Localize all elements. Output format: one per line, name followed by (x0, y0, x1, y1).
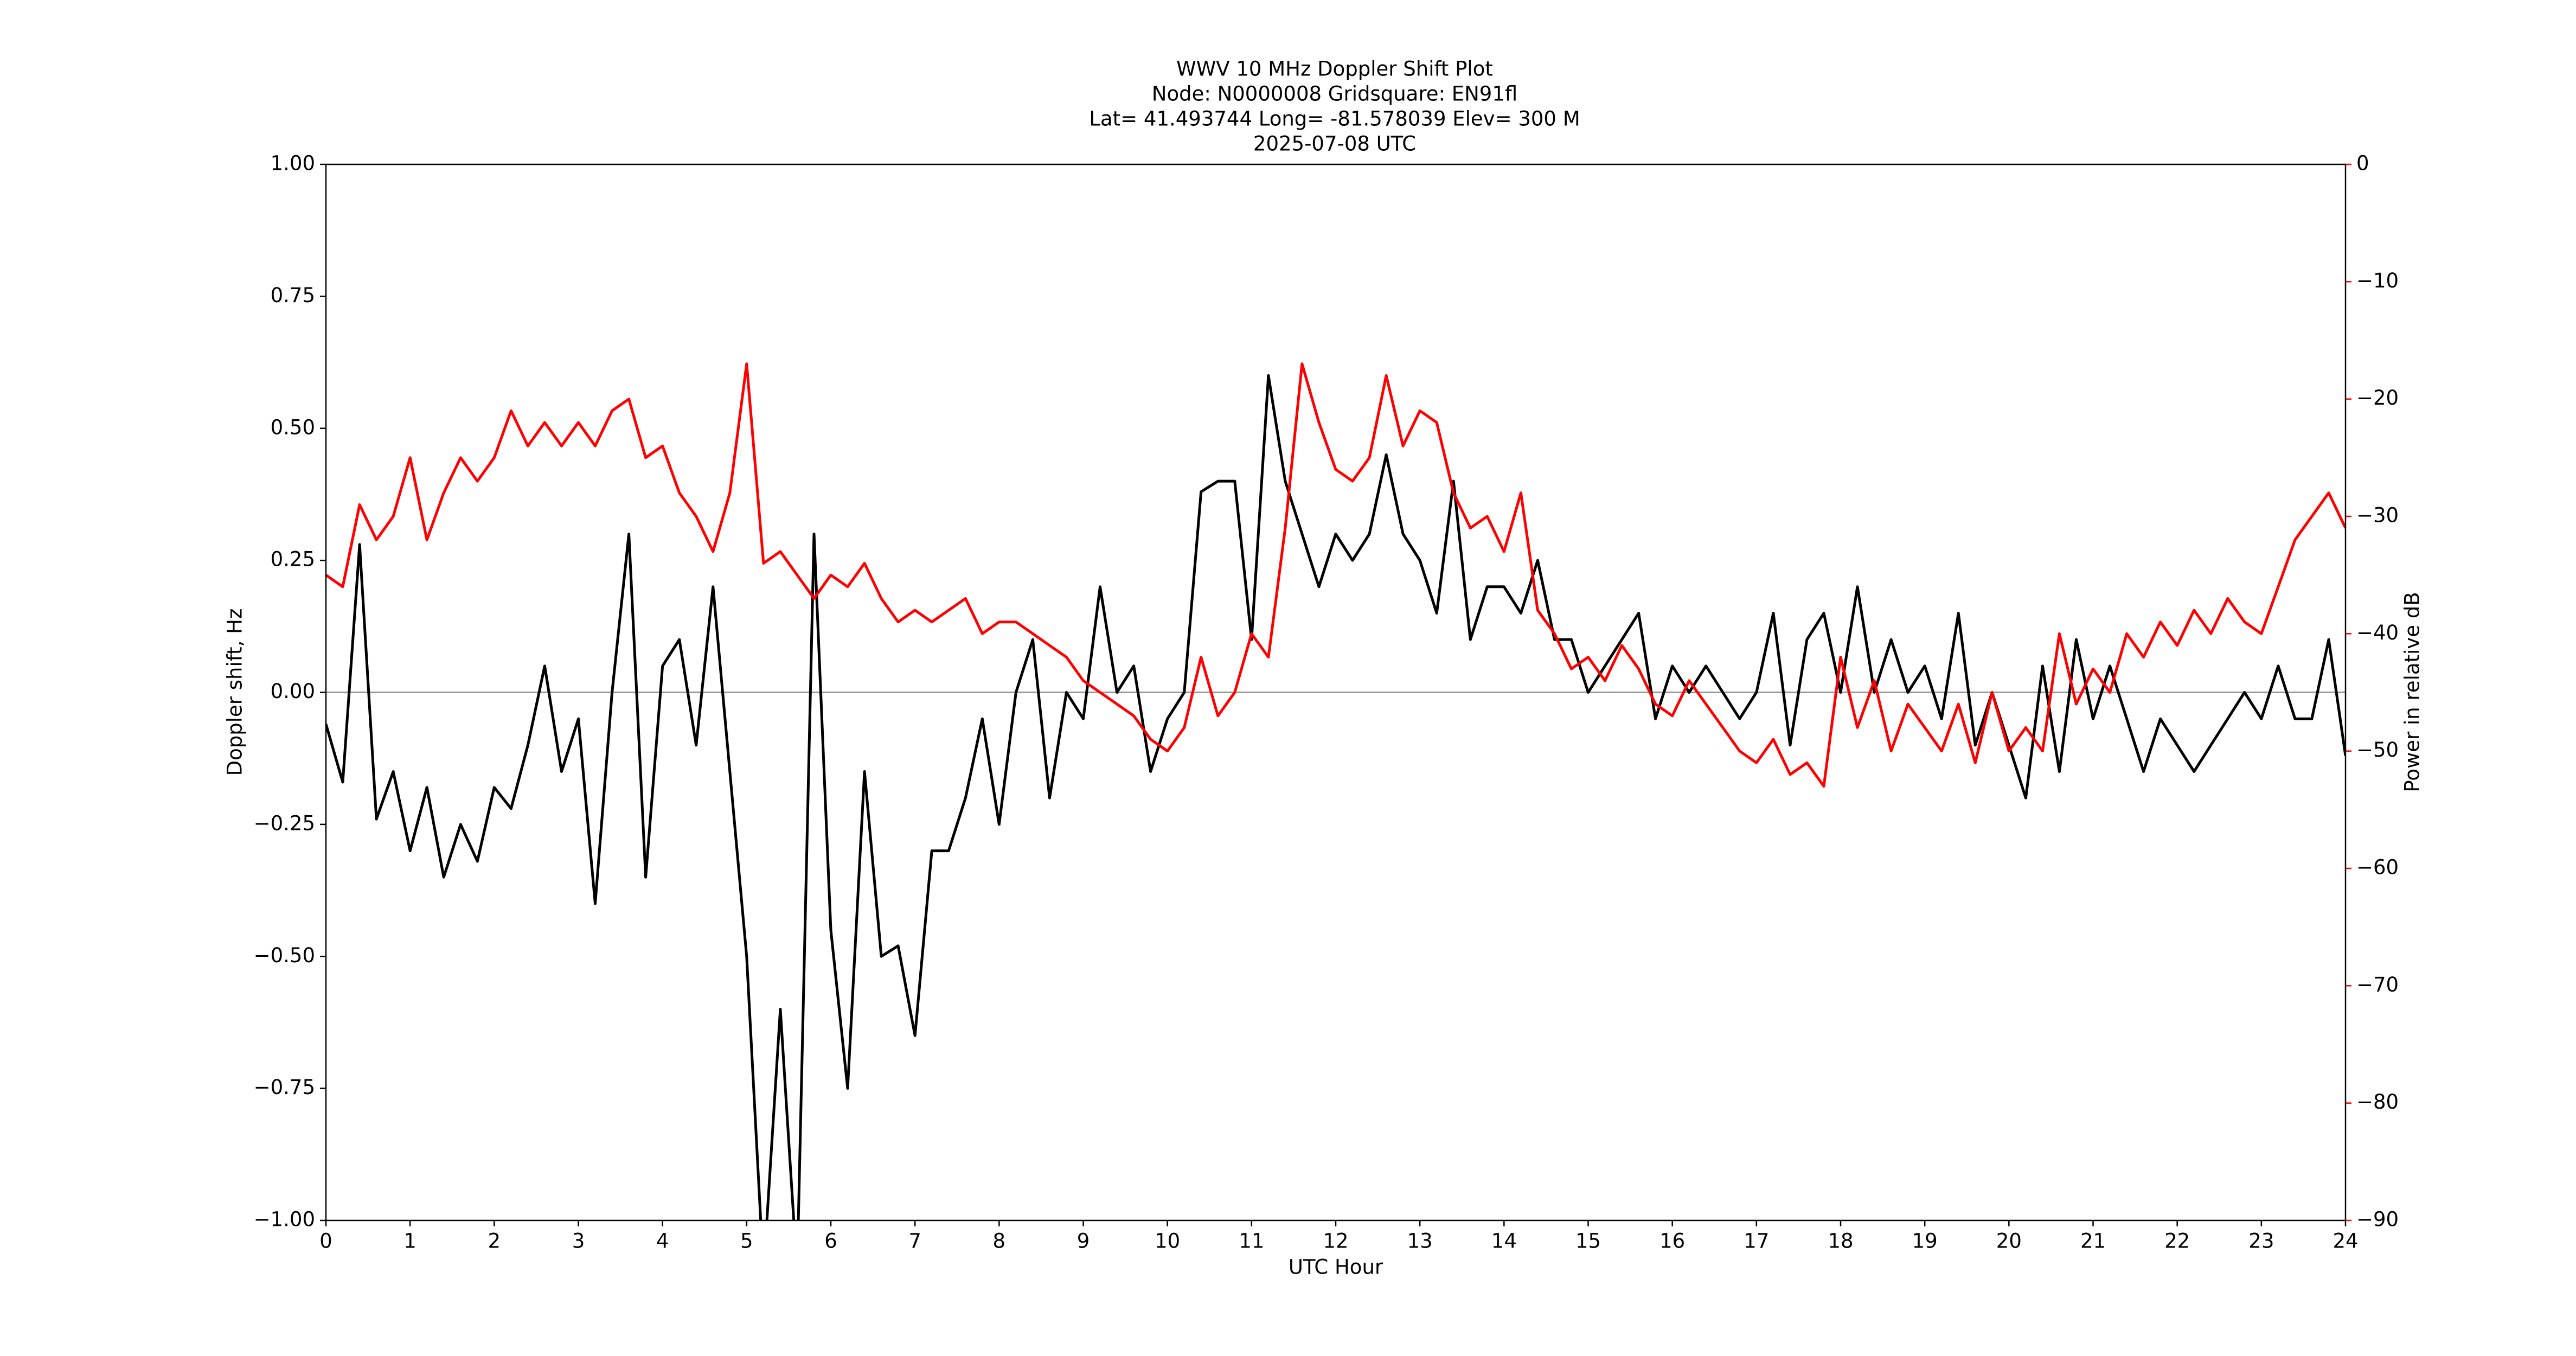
x-tick-label: 13 (1407, 1230, 1433, 1253)
y-tick-label: 1.00 (271, 152, 315, 175)
y-tick-label: −0.25 (254, 811, 315, 835)
chart-title: 2025-07-08 UTC (1253, 132, 1416, 156)
y-tick-label: −0.75 (254, 1076, 315, 1099)
y2-tick-label: −90 (2356, 1208, 2399, 1231)
x-tick-label: 14 (1491, 1230, 1517, 1253)
x-tick-label: 8 (993, 1230, 1006, 1253)
x-tick-label: 5 (740, 1230, 753, 1253)
x-axis-label: UTC Hour (1289, 1256, 1383, 1279)
y-tick-label: 0.25 (271, 548, 315, 571)
y-axis-label: Doppler shift, Hz (223, 609, 247, 776)
y-tick-label: 0.00 (271, 680, 315, 703)
x-tick-label: 3 (572, 1230, 585, 1253)
x-tick-label: 22 (2164, 1230, 2190, 1253)
x-tick-label: 20 (1996, 1230, 2022, 1253)
y-tick-label: −1.00 (254, 1208, 315, 1231)
plot-frame (325, 163, 2347, 1221)
x-tick-label: 23 (2248, 1230, 2274, 1253)
chart-title: Node: N0000008 Gridsquare: EN91fl (1152, 82, 1517, 106)
x-tick-label: 16 (1659, 1230, 1685, 1253)
y-tick-label: 0.75 (271, 284, 315, 307)
y-tick-label: 0.50 (271, 415, 315, 439)
x-tick-label: 9 (1077, 1230, 1090, 1253)
x-tick-label: 0 (319, 1230, 332, 1253)
x-tick-label: 19 (1912, 1230, 1938, 1253)
x-tick-label: 6 (824, 1230, 837, 1253)
y2-tick-label: 0 (2356, 152, 2369, 175)
x-tick-label: 15 (1575, 1230, 1601, 1253)
y2-tick-label: −60 (2356, 856, 2399, 879)
chart-title: WWV 10 MHz Doppler Shift Plot (1176, 57, 1493, 81)
y2-tick-label: −80 (2356, 1090, 2399, 1114)
y2-axis-label: Power in relative dB (2401, 592, 2424, 792)
x-tick-label: 4 (656, 1230, 669, 1253)
x-tick-label: 17 (1744, 1230, 1769, 1253)
y2-tick-label: −20 (2356, 386, 2399, 410)
x-tick-label: 2 (488, 1230, 501, 1253)
series-line (326, 362, 2346, 788)
y-tick-label: −0.50 (254, 944, 315, 967)
y2-tick-label: −70 (2356, 973, 2399, 996)
x-tick-label: 10 (1155, 1230, 1180, 1253)
y2-tick-label: −10 (2356, 269, 2399, 292)
chart-title: Lat= 41.493744 Long= -81.578039 Elev= 30… (1089, 107, 1580, 131)
series-line (326, 374, 2346, 1220)
x-tick-label: 1 (403, 1230, 416, 1253)
x-tick-label: 11 (1239, 1230, 1264, 1253)
y2-tick-label: −40 (2356, 621, 2399, 644)
y2-tick-label: −50 (2356, 738, 2399, 762)
x-tick-label: 18 (1828, 1230, 1853, 1253)
x-tick-label: 7 (908, 1230, 921, 1253)
plot-area (326, 362, 2346, 1220)
x-tick-label: 24 (2333, 1230, 2358, 1253)
x-tick-label: 21 (2080, 1230, 2106, 1253)
x-tick-label: 12 (1323, 1230, 1348, 1253)
y2-tick-label: −30 (2356, 504, 2399, 527)
